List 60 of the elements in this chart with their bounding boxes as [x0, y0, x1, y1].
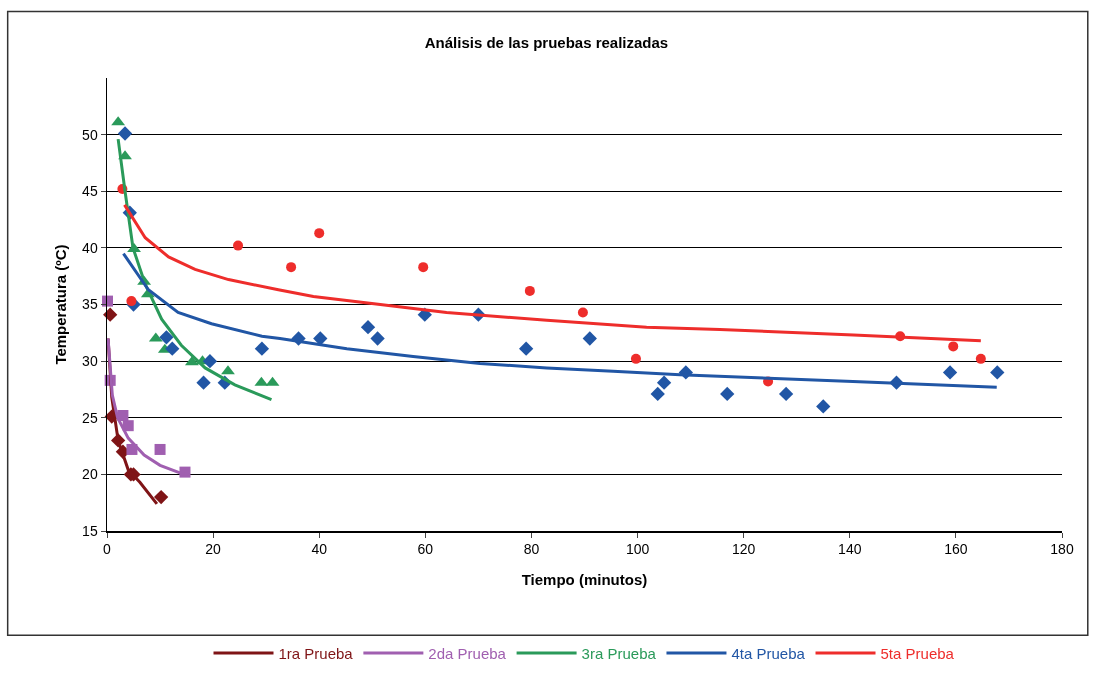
x-tick-label: 120 [731, 541, 756, 558]
point [165, 341, 180, 356]
y-tick-label: 45 [82, 183, 98, 200]
point [103, 307, 118, 322]
legend-label: 5ta Prueba [880, 644, 955, 662]
point [202, 353, 218, 369]
point [221, 365, 235, 375]
x-tick-label: 100 [625, 541, 650, 558]
point [418, 262, 429, 273]
x-axis-title: Tiempo (minutos) [521, 571, 648, 589]
x-tick-label: 0 [103, 541, 112, 558]
y-tick-label: 15 [82, 522, 98, 539]
point [154, 443, 166, 455]
line-series [121, 252, 999, 389]
legend-label: 2da Prueba [428, 644, 507, 662]
point [370, 331, 385, 346]
point [656, 375, 672, 390]
y-tick-label: 40 [82, 239, 98, 256]
point [518, 341, 534, 356]
point [975, 353, 986, 364]
x-tick-label: 140 [838, 541, 862, 558]
point [650, 386, 665, 402]
point [990, 365, 1005, 380]
point [313, 331, 328, 346]
point [577, 307, 588, 318]
y-tick-label: 25 [82, 409, 98, 426]
y-tick-label: 20 [82, 466, 98, 483]
point [942, 365, 958, 380]
point [524, 285, 535, 296]
point [816, 399, 831, 414]
point [630, 353, 641, 364]
point [233, 240, 244, 251]
chart-title: Análisis de las pruebas realizadas [424, 33, 669, 51]
point [254, 341, 270, 356]
point [360, 320, 376, 335]
point [778, 386, 794, 402]
point [582, 331, 597, 346]
point [286, 262, 297, 273]
x-tick-label: 180 [1050, 541, 1074, 558]
x-tick-label: 40 [311, 541, 328, 558]
y-tick-label: 50 [82, 126, 98, 143]
point [117, 126, 133, 141]
point [720, 386, 735, 402]
point [948, 341, 959, 352]
point [196, 375, 211, 390]
x-tick-label: 20 [205, 541, 222, 558]
point [122, 420, 134, 432]
x-tick-label: 80 [523, 541, 540, 558]
y-tick-label: 35 [82, 296, 98, 313]
point [153, 489, 169, 505]
point [126, 296, 137, 307]
point [159, 330, 174, 345]
legend-label: 1ra Prueba [278, 644, 354, 662]
legend-label: 3ra Prueba [581, 644, 657, 662]
x-tick-label: 60 [417, 541, 434, 558]
x-tick-label: 160 [944, 541, 968, 558]
point [314, 228, 325, 239]
legend-label: 4ta Prueba [731, 644, 806, 662]
y-axis-title: Temperatura (ºC) [51, 244, 69, 365]
y-tick-label: 30 [82, 353, 98, 370]
